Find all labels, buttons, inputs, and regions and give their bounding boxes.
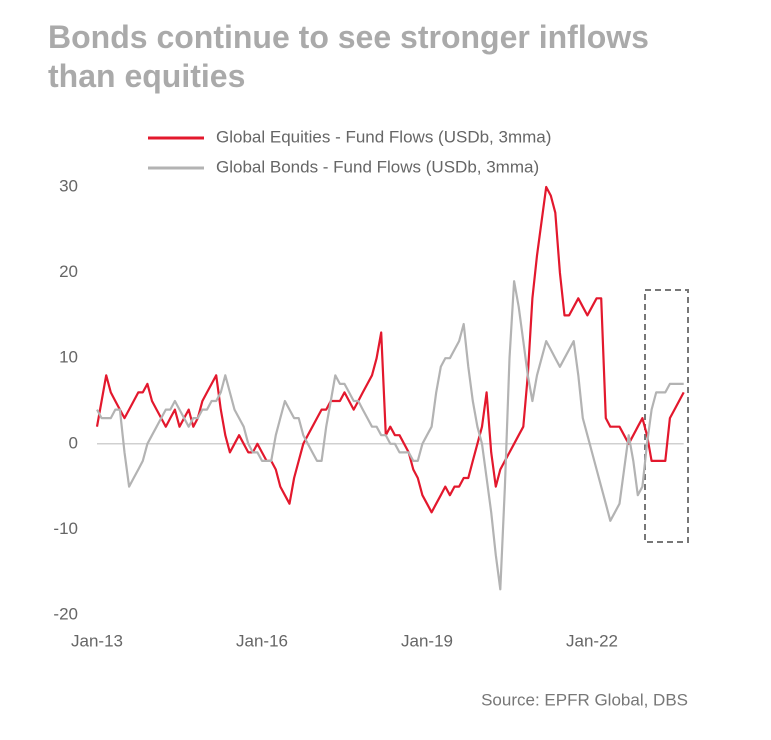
x-tick-label: Jan-22 xyxy=(566,631,618,650)
y-tick-label: -10 xyxy=(53,519,78,538)
source: Source: EPFR Global, DBS xyxy=(481,690,688,709)
title-box: Bonds continue to see stronger inflows t… xyxy=(48,19,649,94)
series-line xyxy=(96,280,684,591)
series-line xyxy=(95,185,685,514)
legend-label: Global Bonds - Fund Flows (USDb, 3mma) xyxy=(216,157,539,176)
y-tick-label: 10 xyxy=(59,348,78,367)
highlight-box xyxy=(644,289,689,543)
chart-title: Bonds continue to see stronger inflows t… xyxy=(48,19,649,94)
y-tick-label: -20 xyxy=(53,604,78,623)
y-tick-label: 0 xyxy=(69,433,78,452)
y-tick-label: 20 xyxy=(59,262,78,281)
y-tick-label: 30 xyxy=(59,176,78,195)
x-tick-label: Jan-13 xyxy=(71,631,123,650)
legend-label: Global Equities - Fund Flows (USDb, 3mma… xyxy=(216,127,551,146)
x-tick-label: Jan-16 xyxy=(236,631,288,650)
x-tick-label: Jan-19 xyxy=(401,631,453,650)
